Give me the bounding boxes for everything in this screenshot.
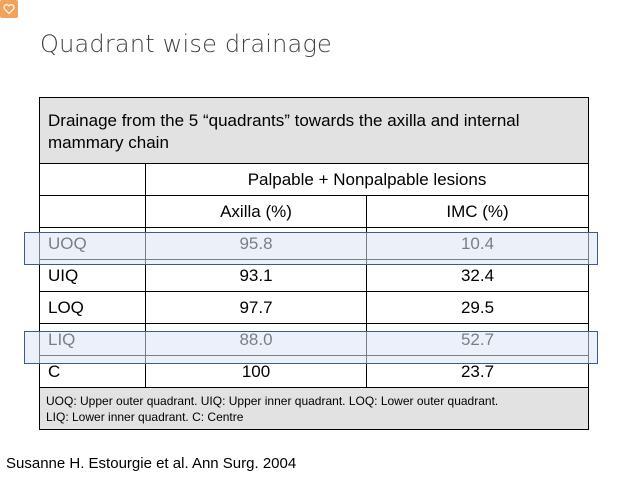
- quadrant-cell: LIQ: [39, 323, 146, 356]
- empty-cell: [39, 163, 146, 196]
- footnote-row: UOQ: Upper outer quadrant. UIQ: Upper in…: [38, 387, 590, 430]
- column-header-row: Axilla (%) IMC (%): [39, 195, 590, 228]
- axilla-cell: 93.1: [145, 259, 367, 292]
- page-title: Quadrant wise drainage: [40, 30, 333, 58]
- footnote-line-1: UOQ: Upper outer quadrant. UIQ: Upper in…: [46, 393, 499, 408]
- axilla-cell: 100: [145, 355, 367, 388]
- table-row: LIQ 88.0 52.7: [39, 323, 590, 356]
- quadrant-cell: C: [39, 355, 146, 388]
- quadrant-cell: UOQ: [39, 227, 146, 260]
- quadrant-cell: LOQ: [39, 291, 146, 324]
- table-header-row: Drainage from the 5 “quadrants” towards …: [38, 97, 590, 164]
- table-row: UOQ 95.8 10.4: [39, 227, 590, 260]
- imc-cell: 52.7: [365, 323, 590, 356]
- column-header-axilla: Axilla (%): [145, 195, 367, 228]
- axilla-cell: 88.0: [145, 323, 367, 356]
- table-row: LOQ 97.7 29.5: [39, 291, 590, 324]
- imc-cell: 10.4: [365, 227, 590, 260]
- group-header: Palpable + Nonpalpable lesions: [144, 163, 590, 196]
- column-header-imc: IMC (%): [365, 195, 590, 228]
- axilla-cell: 97.7: [145, 291, 367, 324]
- quadrant-cell: UIQ: [39, 259, 146, 292]
- heart-check-icon: [0, 0, 18, 18]
- imc-cell: 23.7: [365, 355, 590, 388]
- footnote-line-2: LIQ: Lower inner quadrant. C: Centre: [46, 409, 244, 424]
- imc-cell: 29.5: [365, 291, 590, 324]
- citation: Susanne H. Estourgie et al. Ann Surg. 20…: [6, 455, 297, 472]
- group-header-row: Palpable + Nonpalpable lesions: [39, 163, 590, 196]
- table-footnote: UOQ: Upper outer quadrant. UIQ: Upper in…: [38, 387, 590, 430]
- axilla-cell: 95.8: [145, 227, 367, 260]
- empty-cell: [39, 195, 146, 228]
- table-row: UIQ 93.1 32.4: [39, 259, 590, 292]
- table-row: C 100 23.7: [39, 355, 590, 388]
- table-header: Drainage from the 5 “quadrants” towards …: [38, 97, 590, 164]
- drainage-table: Drainage from the 5 “quadrants” towards …: [38, 97, 590, 430]
- imc-cell: 32.4: [365, 259, 590, 292]
